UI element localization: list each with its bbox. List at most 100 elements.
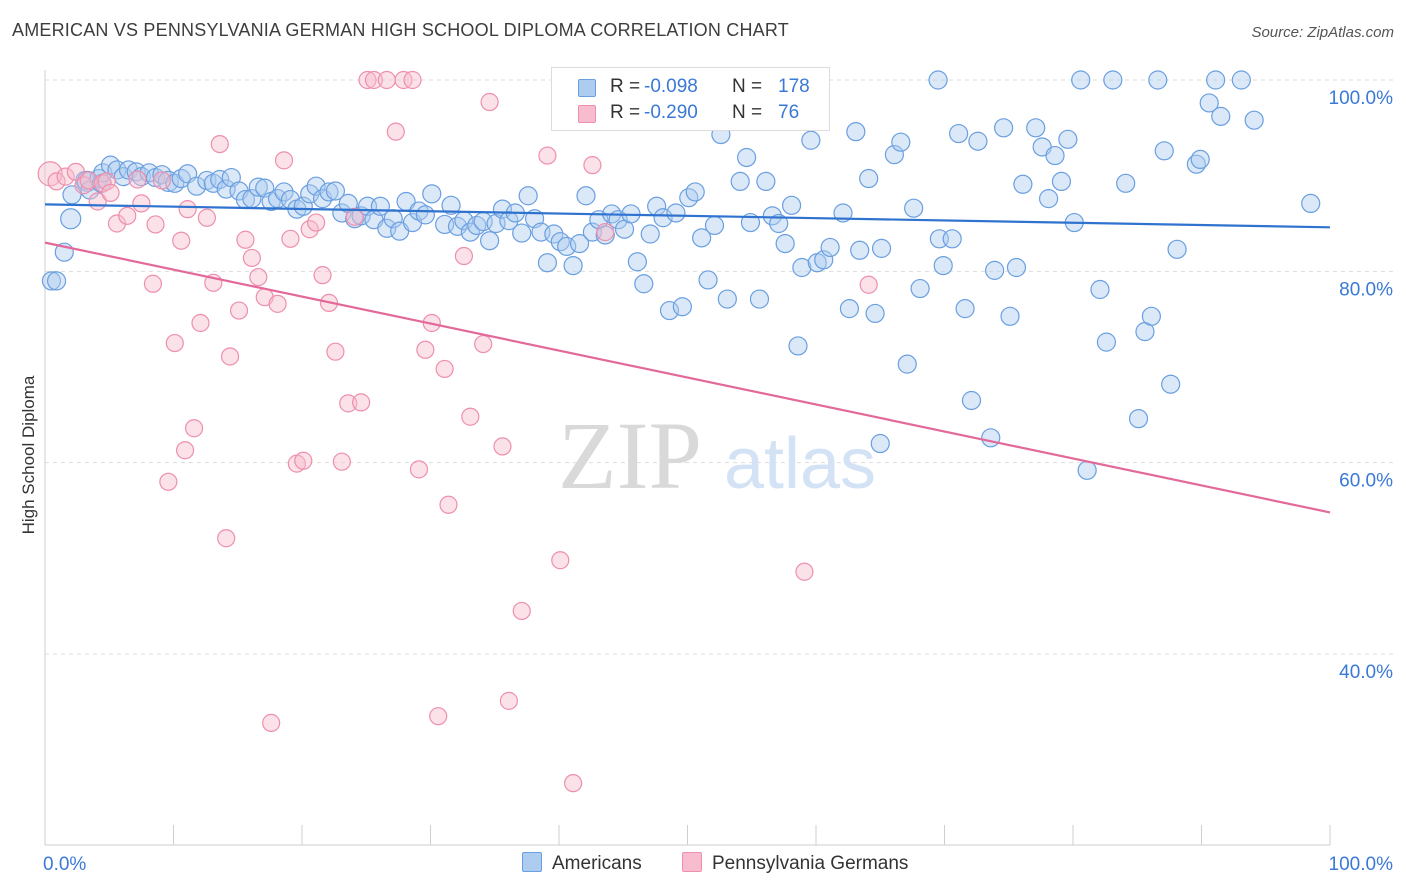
americans-point bbox=[1051, 171, 1072, 192]
penn-german-point bbox=[538, 146, 557, 165]
penn-german-point bbox=[236, 230, 255, 249]
penn-german-point bbox=[217, 529, 236, 548]
americans-point bbox=[859, 168, 879, 189]
americans-point bbox=[685, 182, 705, 202]
penn-german-point bbox=[596, 223, 615, 242]
americans-point bbox=[814, 250, 834, 270]
americans-point bbox=[1103, 70, 1123, 90]
penn-german-point bbox=[262, 713, 281, 732]
americans-point bbox=[846, 122, 866, 142]
penn-german-point bbox=[152, 171, 172, 190]
penn-german-point bbox=[551, 551, 570, 570]
penn-german-point bbox=[118, 206, 137, 225]
penn-german-point bbox=[364, 70, 384, 90]
americans-point bbox=[563, 255, 583, 276]
penn-german-point bbox=[47, 172, 66, 191]
americans-point bbox=[640, 224, 660, 244]
penn-german-point bbox=[191, 313, 210, 333]
americans-point bbox=[576, 186, 596, 206]
americans-point bbox=[756, 171, 776, 192]
americans-point bbox=[792, 257, 812, 278]
penn-german-point bbox=[128, 170, 147, 189]
americans-point bbox=[659, 300, 680, 321]
chart-title: AMERICAN VS PENNSYLVANIA GERMAN HIGH SCH… bbox=[12, 20, 789, 40]
americans-point bbox=[1096, 332, 1117, 352]
americans-point bbox=[60, 208, 82, 230]
americans-point bbox=[1154, 141, 1174, 161]
americans-point bbox=[319, 182, 339, 202]
americans-point bbox=[994, 118, 1014, 138]
americans-point bbox=[717, 289, 737, 309]
americans-point bbox=[46, 271, 67, 291]
americans-point bbox=[300, 184, 320, 204]
penn-german-point bbox=[474, 334, 493, 354]
bottom-legend-americans: Americans bbox=[522, 852, 642, 875]
americans-point bbox=[1058, 129, 1078, 149]
legend-r-value: -0.290 bbox=[644, 102, 698, 123]
americans-point bbox=[749, 289, 770, 309]
americans-point bbox=[274, 182, 294, 202]
watermark: ZIP atlas bbox=[558, 402, 876, 509]
penn-german-point bbox=[97, 172, 116, 191]
americans-point bbox=[627, 252, 647, 272]
americans-point bbox=[41, 271, 62, 291]
americans-point bbox=[1077, 460, 1097, 480]
americans-point bbox=[1244, 110, 1264, 130]
penn-german-point bbox=[416, 340, 435, 359]
y-tick-label: 80.0% bbox=[1339, 279, 1393, 300]
watermark-atlas: atlas bbox=[724, 424, 876, 504]
legend-row-americans: R = -0.098 N = 178 bbox=[552, 76, 829, 100]
americans-point bbox=[1045, 145, 1065, 166]
tick-labels: 100.0% 80.0% 60.0% 40.0% 0.0% 100.0% bbox=[43, 88, 1393, 875]
penn-german-point bbox=[268, 294, 287, 313]
americans-point bbox=[904, 198, 924, 218]
americans-point bbox=[1141, 306, 1161, 326]
americans-point bbox=[512, 223, 532, 243]
penn-german-point bbox=[37, 161, 63, 187]
penn-german-point bbox=[294, 451, 313, 470]
americans-point bbox=[1301, 193, 1321, 214]
americans-point bbox=[781, 195, 802, 215]
americans-point bbox=[325, 181, 346, 201]
penn-german-point bbox=[249, 267, 268, 287]
americans-point bbox=[698, 270, 718, 290]
americans-point bbox=[692, 228, 712, 248]
penn-german-point bbox=[146, 215, 165, 234]
x-tick-label: 0.0% bbox=[43, 854, 86, 875]
americans-point bbox=[730, 171, 750, 192]
americans-point bbox=[737, 147, 757, 168]
americans-point bbox=[351, 206, 371, 226]
penn-german-point bbox=[358, 70, 377, 90]
americans-point bbox=[1148, 70, 1168, 90]
americans-point bbox=[441, 195, 461, 215]
americans-point bbox=[801, 130, 821, 150]
bottom-legend-swatch-penn-germans bbox=[682, 852, 702, 872]
penn-german-point bbox=[493, 437, 512, 456]
americans-point bbox=[666, 203, 686, 223]
americans-point bbox=[634, 274, 654, 294]
americans-point bbox=[1013, 174, 1033, 194]
penn-german-trend-line bbox=[44, 241, 1331, 514]
penn-german-point bbox=[307, 213, 326, 232]
americans-point bbox=[1116, 173, 1136, 193]
americans-point bbox=[1199, 93, 1219, 113]
legend-r-label: R = bbox=[610, 102, 641, 123]
americans-point bbox=[653, 208, 673, 228]
americans-point bbox=[480, 231, 500, 251]
americans-point bbox=[1211, 106, 1231, 126]
penn-german-point bbox=[409, 460, 429, 479]
y-tick-label: 40.0% bbox=[1339, 662, 1393, 683]
americans-point bbox=[537, 253, 558, 273]
bottom-legend-label-penn-germans: Pennsylvania Germans bbox=[712, 853, 909, 874]
americans-point bbox=[1206, 70, 1226, 90]
penn-german-point bbox=[220, 347, 240, 366]
americans-point bbox=[569, 233, 590, 254]
americans-point bbox=[968, 131, 988, 151]
y-tick-label: 100.0% bbox=[1329, 88, 1394, 109]
penn-german-point bbox=[184, 419, 204, 438]
americans-point bbox=[884, 145, 904, 165]
legend-n-value: 178 bbox=[778, 76, 810, 97]
americans-point bbox=[422, 184, 442, 204]
source-label: Source: ZipAtlas.com bbox=[1251, 24, 1394, 41]
penn-german-point bbox=[795, 562, 814, 581]
